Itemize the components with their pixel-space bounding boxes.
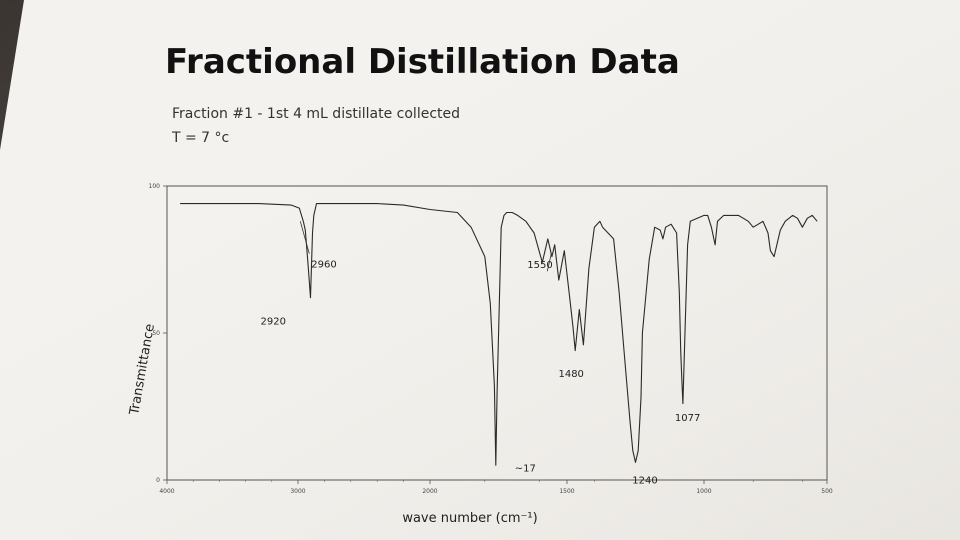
peak-annotation-1240: 1240 <box>632 475 657 486</box>
peak-annotation-1550: 1550 <box>527 260 552 271</box>
annotation-leader-2960 <box>299 221 310 254</box>
x-axis-label: wave number (cm⁻¹) <box>402 511 537 526</box>
fraction-note: Fraction #1 - 1st 4 mL distillate collec… <box>172 106 460 122</box>
x-tick-label-2000: 2000 <box>422 488 437 495</box>
annotation-leader-1550 <box>546 253 552 272</box>
peak-annotation-2920: 2920 <box>261 316 286 327</box>
x-tick-label-1000: 1000 <box>696 488 711 495</box>
y-tick-label-100: 100 <box>149 183 161 190</box>
page-title: Fractional Distillation Data <box>165 42 680 82</box>
x-tick-label-500: 500 <box>821 488 833 495</box>
spectrum-line <box>180 203 818 466</box>
ir-spectrum-chart: 4000 3000 2000 1500 1000 500 0 50 100 2920 2960 155… <box>149 183 833 495</box>
x-tick-label-3000: 3000 <box>290 488 305 495</box>
peak-annotation-2960: 2960 <box>311 260 336 271</box>
x-tick-label-1500: 1500 <box>559 488 574 495</box>
peak-annotation-17: ~17 <box>515 463 536 474</box>
temperature-note: T = 7 °c <box>171 130 229 146</box>
y-tick-label-50: 50 <box>152 330 160 337</box>
x-tick-label-4000: 4000 <box>159 488 174 495</box>
peak-annotation-1077: 1077 <box>675 413 700 424</box>
peak-annotation-1480: 1480 <box>558 369 583 380</box>
y-tick-label-0: 0 <box>156 477 160 484</box>
